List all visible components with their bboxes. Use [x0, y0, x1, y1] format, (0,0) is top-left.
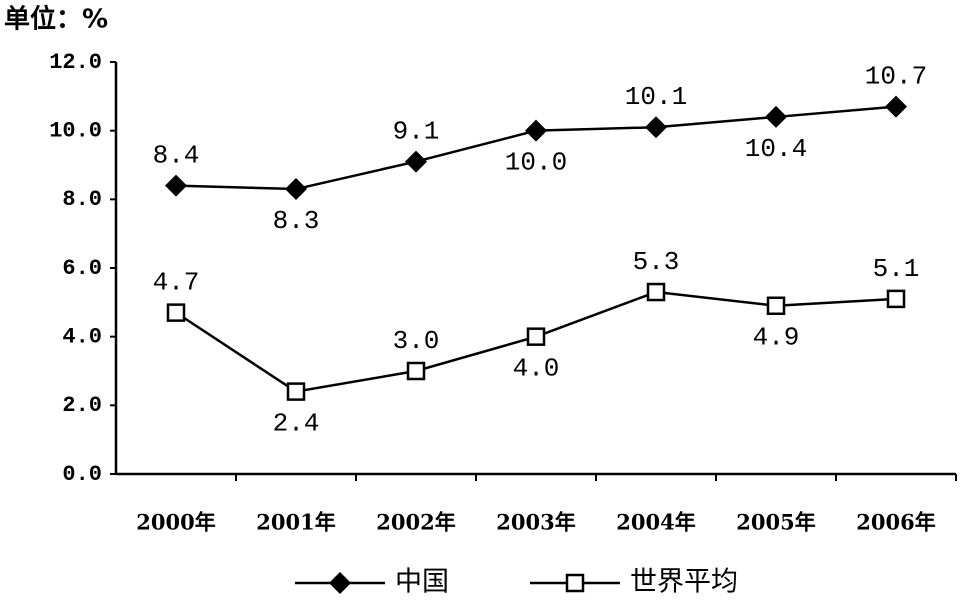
- data-label: 8.4: [153, 140, 200, 170]
- data-point: [406, 361, 426, 381]
- data-label: 3.0: [393, 326, 440, 356]
- legend-label: 世界平均: [630, 567, 738, 598]
- y-tick-label: 6.0: [62, 256, 102, 281]
- data-point: [766, 296, 786, 316]
- data-point: [885, 95, 907, 118]
- data-label: 10.4: [745, 134, 807, 164]
- data-label: 10.1: [625, 82, 687, 112]
- y-tick-label: 10.0: [49, 118, 102, 143]
- x-tick-label: 2002年: [376, 510, 455, 535]
- y-tick-label: 2.0: [62, 393, 102, 418]
- data-label: 5.3: [633, 247, 680, 277]
- x-tick-label: 2003年: [496, 510, 575, 535]
- y-tick-label: 0.0: [62, 462, 102, 487]
- x-tick-label: 2001年: [256, 510, 335, 535]
- data-label: 4.9: [753, 323, 800, 353]
- data-label: 9.1: [393, 116, 440, 146]
- data-label: 10.0: [505, 148, 567, 178]
- data-point: [165, 174, 187, 197]
- y-unit-label: 单位：%: [4, 4, 108, 35]
- data-point: [286, 382, 306, 401]
- legend-marker: [329, 572, 351, 594]
- data-point: [765, 105, 787, 128]
- legend-marker: [565, 573, 585, 593]
- data-point: [526, 327, 546, 346]
- y-tick-label: 8.0: [62, 187, 102, 212]
- data-point: [886, 289, 906, 309]
- legend-label: 中国: [395, 567, 449, 598]
- x-tick-label: 2000年: [136, 510, 215, 535]
- x-tick-label: 2005年: [736, 510, 815, 535]
- data-label: 10.7: [865, 62, 927, 92]
- x-tick-label: 2006年: [856, 510, 935, 535]
- data-point: [166, 303, 186, 322]
- data-point: [525, 119, 547, 142]
- data-label: 4.0: [513, 354, 560, 384]
- data-point: [645, 116, 667, 139]
- data-label: 4.7: [153, 268, 200, 298]
- data-label: 5.1: [873, 254, 920, 284]
- y-tick-label: 12.0: [49, 50, 102, 75]
- data-point: [646, 282, 666, 302]
- data-label: 8.3: [273, 206, 320, 236]
- data-point: [405, 150, 427, 173]
- x-tick-label: 2004年: [616, 510, 695, 535]
- y-tick-label: 4.0: [62, 324, 102, 349]
- data-point: [285, 178, 307, 201]
- data-label: 2.4: [273, 408, 320, 438]
